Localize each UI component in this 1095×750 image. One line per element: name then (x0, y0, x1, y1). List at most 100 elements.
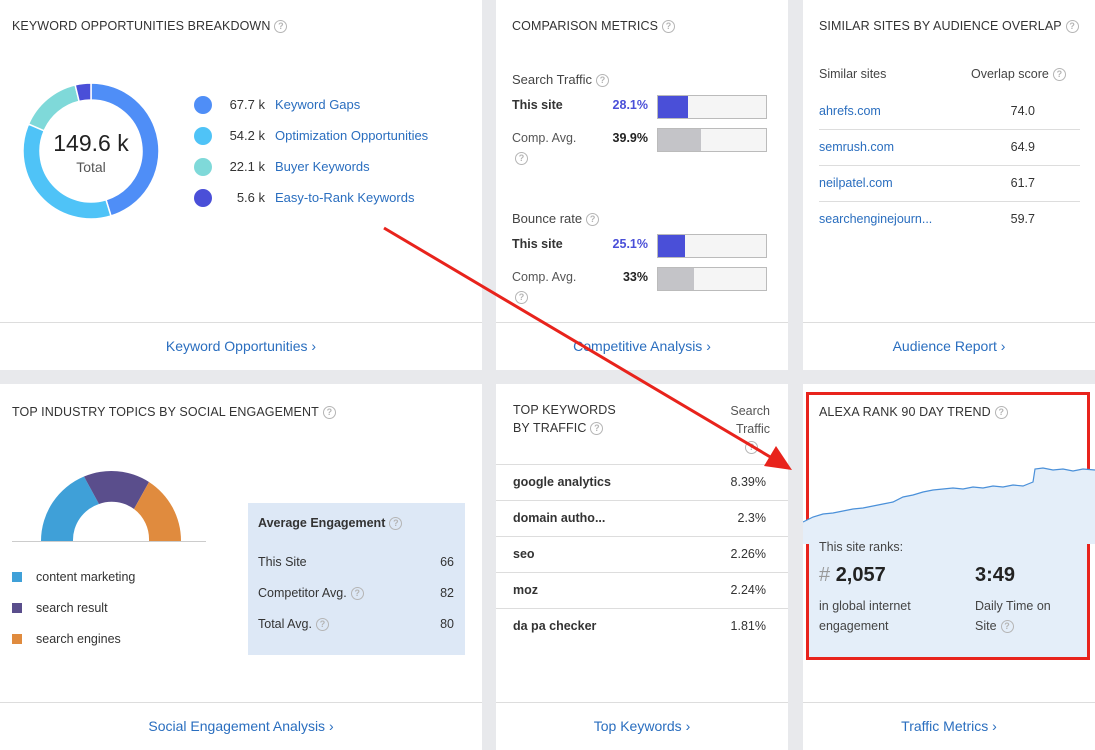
bounce-rate-label: Bounce rate (512, 211, 583, 226)
help-icon[interactable]: ? (389, 517, 403, 530)
competitive-analysis-footer-link[interactable]: Competitive Analysis › (496, 322, 788, 370)
comparison-card-title: COMPARISON METRICS? (512, 17, 676, 35)
overlap-score: 74.0 (1010, 104, 1035, 118)
average-engagement-panel: Average Engagement? This Site 66 Competi… (248, 503, 465, 655)
similar-site-link[interactable]: searchenginejourn... (819, 212, 933, 226)
similar-site-link[interactable]: neilpatel.com (819, 176, 893, 190)
donut-segment (27, 83, 81, 132)
buyer-keywords-dot (194, 158, 212, 176)
row-divider (819, 201, 1080, 202)
alexa-card-title-text: ALEXA RANK 90 DAY TREND (819, 405, 991, 419)
similar-site-link[interactable]: semrush.com (819, 140, 895, 154)
legend-label: search result (36, 601, 108, 615)
bounce-this-site-bar-fill (658, 235, 686, 257)
search-comp-bar (657, 128, 767, 152)
search-traffic-col-line1: Search (730, 404, 770, 418)
keyword-opportunities-footer-link[interactable]: Keyword Opportunities › (0, 322, 482, 370)
search-traffic-col-line2: Traffic (735, 422, 770, 436)
legend-label: content marketing (36, 570, 136, 584)
rank-desc-line2: engagement (819, 619, 889, 633)
help-icon[interactable]: ? (1052, 68, 1066, 81)
keyword-name: google analytics (513, 475, 611, 489)
engagement-row-label-text: Total Avg. (258, 617, 312, 631)
help-icon[interactable]: ? (350, 587, 364, 600)
help-icon[interactable]: ? (595, 74, 609, 87)
overlap-score: 64.9 (1010, 140, 1035, 154)
similar-sites-card: SIMILAR SITES BY AUDIENCE OVERLAP? Simil… (803, 0, 1095, 370)
engagement-row-label: This Site (258, 555, 307, 569)
search-traffic-column-header: Search Traffic ? (708, 402, 770, 456)
audience-report-footer-link[interactable]: Audience Report › (803, 322, 1095, 370)
row-divider (819, 165, 1080, 166)
help-icon[interactable]: ? (515, 291, 528, 304)
keyword-name: da pa checker (513, 619, 597, 633)
keyword-traffic: 8.39% (730, 475, 766, 489)
optimization-value: 54.2 k (229, 128, 265, 143)
help-icon[interactable]: ? (745, 441, 758, 454)
help-icon[interactable]: ? (590, 422, 604, 435)
row-divider (496, 500, 788, 501)
engagement-row-label-text: Competitor Avg. (258, 586, 347, 600)
search-comp-bar-fill (658, 129, 702, 151)
search-this-site-label: This site (512, 98, 563, 112)
help-icon[interactable]: ? (994, 406, 1008, 419)
row-divider (819, 129, 1080, 130)
keyword-opportunities-card: KEYWORD OPPORTUNITIES BREAKDOWN? 149.6 k… (0, 0, 482, 370)
chart-baseline (12, 541, 206, 542)
keyword-gaps-value: 67.7 k (229, 97, 265, 112)
bounce-this-site-value: 25.1% (612, 237, 648, 251)
similar-site-link[interactable]: ahrefs.com (819, 104, 881, 118)
top-keywords-title-line2: BY TRAFFIC (513, 421, 587, 435)
legend-swatch (12, 634, 22, 644)
rank-description: in global internet engagement (819, 596, 911, 636)
row-divider (496, 464, 788, 465)
average-engagement-title: Average Engagement? (258, 516, 403, 530)
legend-swatch (12, 603, 22, 613)
keyword-card-title-text: KEYWORD OPPORTUNITIES BREAKDOWN (12, 19, 271, 33)
comparison-card-title-text: COMPARISON METRICS (512, 19, 659, 33)
search-traffic-label: Search Traffic (512, 72, 592, 87)
row-divider (496, 536, 788, 537)
social-half-donut-chart (41, 470, 182, 541)
engagement-row-value: 66 (440, 555, 454, 569)
ranks-label: This site ranks: (819, 540, 904, 554)
help-icon[interactable]: ? (515, 152, 528, 165)
top-keywords-title: TOP KEYWORDS BY TRAFFIC? (513, 401, 616, 437)
search-traffic-heading: Search Traffic? (512, 72, 609, 87)
search-comp-label: Comp. Avg. (512, 131, 577, 145)
keyword-card-title: KEYWORD OPPORTUNITIES BREAKDOWN? (12, 17, 288, 35)
search-result-segment (84, 470, 149, 509)
top-keywords-footer-link[interactable]: Top Keywords › (496, 702, 788, 750)
help-icon[interactable]: ? (586, 213, 600, 226)
similar-card-title: SIMILAR SITES BY AUDIENCE OVERLAP? (819, 17, 1079, 35)
keyword-traffic: 1.81% (730, 619, 766, 633)
help-icon[interactable]: ? (662, 20, 676, 33)
overlap-score-label: Overlap score (971, 67, 1049, 81)
traffic-metrics-footer-link[interactable]: Traffic Metrics › (803, 702, 1095, 750)
buyer-keywords-link[interactable]: Buyer Keywords (275, 159, 370, 174)
help-icon[interactable]: ? (322, 406, 336, 419)
keyword-traffic: 2.24% (730, 583, 766, 597)
bounce-comp-bar-fill (658, 268, 694, 290)
keyword-gaps-link[interactable]: Keyword Gaps (275, 97, 361, 112)
similar-card-title-text: SIMILAR SITES BY AUDIENCE OVERLAP (819, 19, 1062, 33)
donut-total-value: 149.6 k (53, 130, 129, 156)
help-icon[interactable]: ? (1000, 620, 1014, 633)
help-icon[interactable]: ? (315, 618, 329, 631)
rank-hash-icon: # (819, 564, 831, 586)
help-icon[interactable]: ? (274, 20, 288, 33)
alexa-card-title: ALEXA RANK 90 DAY TREND? (819, 403, 1008, 421)
overlap-score-column-header: Overlap score? (971, 67, 1066, 81)
help-icon[interactable]: ? (1065, 20, 1079, 33)
search-this-site-bar-fill (658, 96, 689, 118)
time-desc-line2: Site (975, 619, 997, 633)
daily-time-value: 3:49 (975, 564, 1016, 586)
social-card-title-text: TOP INDUSTRY TOPICS BY SOCIAL ENGAGEMENT (12, 405, 319, 419)
social-engagement-footer-link[interactable]: Social Engagement Analysis › (0, 702, 482, 750)
easy-rank-link[interactable]: Easy-to-Rank Keywords (275, 190, 415, 205)
donut-segment (74, 82, 92, 103)
top-keywords-card: TOP KEYWORDS BY TRAFFIC? Search Traffic … (496, 384, 788, 750)
optimization-link[interactable]: Optimization Opportunities (275, 128, 429, 143)
bounce-comp-value: 33% (622, 270, 648, 284)
bounce-this-site-label: This site (512, 237, 563, 251)
